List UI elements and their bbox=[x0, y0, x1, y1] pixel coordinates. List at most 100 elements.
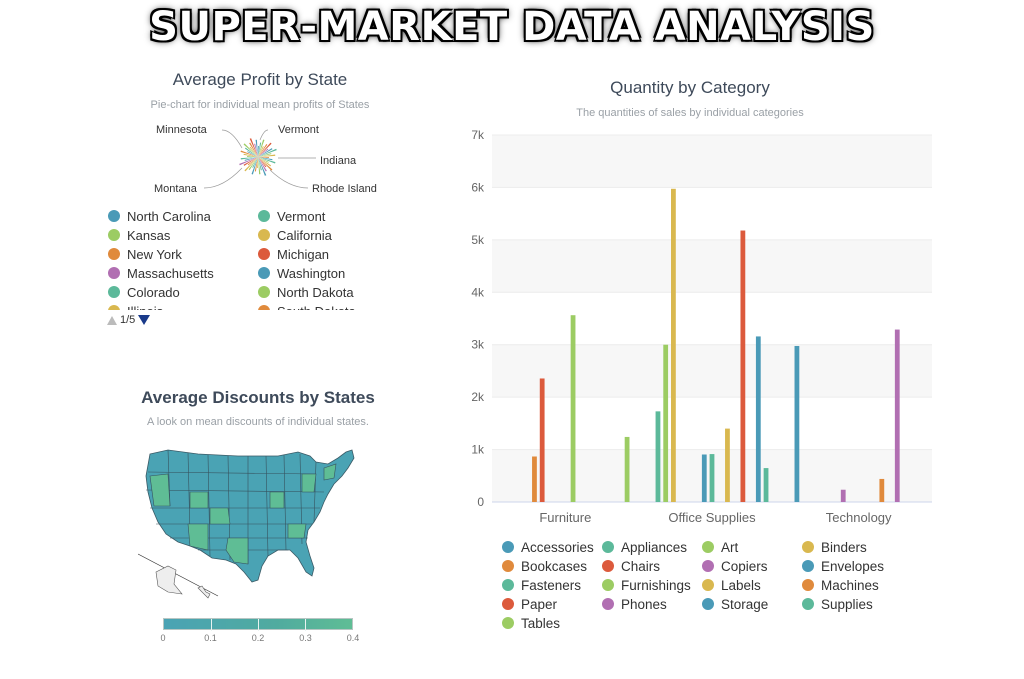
bar-chairs-furniture[interactable] bbox=[539, 378, 545, 502]
pie-slice[interactable] bbox=[258, 153, 272, 157]
bar-legend-item-envelopes[interactable]: Envelopes bbox=[802, 557, 902, 575]
pie-slice[interactable] bbox=[258, 157, 267, 172]
pie-legend-item-massachusetts[interactable]: Massachusetts bbox=[108, 264, 258, 282]
pie-slice[interactable] bbox=[254, 157, 258, 172]
bar-legend-item-art[interactable]: Art bbox=[702, 538, 802, 556]
bar-legend-item-tables[interactable]: Tables bbox=[502, 614, 602, 632]
pie-slice[interactable] bbox=[252, 157, 258, 168]
pie-slice[interactable] bbox=[258, 142, 272, 157]
pie-legend-item-south-dakota[interactable]: South Dakota bbox=[258, 302, 408, 310]
bar-legend-item-storage[interactable]: Storage bbox=[702, 595, 802, 613]
hawaii-shape[interactable] bbox=[197, 585, 211, 599]
pie-legend-item-north-carolina[interactable]: North Carolina bbox=[108, 207, 258, 225]
pie-slice[interactable] bbox=[258, 157, 269, 163]
bar-copiers-technology[interactable] bbox=[840, 489, 846, 502]
pie-slice[interactable] bbox=[247, 151, 258, 157]
bar-legend-item-fasteners[interactable]: Fasteners bbox=[502, 576, 602, 594]
bar-machines-technology[interactable] bbox=[879, 478, 885, 502]
pie-slice[interactable] bbox=[244, 157, 258, 161]
bar-legend-item-furnishings[interactable]: Furnishings bbox=[602, 576, 702, 594]
bar-paper-office-supplies[interactable] bbox=[740, 230, 746, 503]
pie-slice[interactable] bbox=[258, 157, 269, 158]
pie-slice[interactable] bbox=[247, 156, 258, 157]
pie-slice[interactable] bbox=[249, 138, 258, 157]
bar-legend-item-phones[interactable]: Phones bbox=[602, 595, 702, 613]
pie-slice[interactable] bbox=[243, 157, 258, 166]
bar-legend-item-binders[interactable]: Binders bbox=[802, 538, 902, 556]
pie-slice[interactable] bbox=[249, 146, 258, 157]
bar-legend-item-accessories[interactable]: Accessories bbox=[502, 538, 602, 556]
pie-slice[interactable] bbox=[258, 148, 277, 157]
pie-slice[interactable] bbox=[258, 142, 262, 157]
pie-legend-item-colorado[interactable]: Colorado bbox=[108, 283, 258, 301]
pie-slice[interactable] bbox=[248, 157, 258, 171]
pie-slice[interactable] bbox=[240, 150, 258, 157]
pie-slice[interactable] bbox=[255, 139, 258, 157]
bar-legend-item-chairs[interactable]: Chairs bbox=[602, 557, 702, 575]
pie-legend-item-california[interactable]: California bbox=[258, 226, 408, 244]
pie-legend-item-illinois[interactable]: Illinois bbox=[108, 302, 258, 310]
bar-legend-item-bookcases[interactable]: Bookcases bbox=[502, 557, 602, 575]
pie-legend-item-washington[interactable]: Washington bbox=[258, 264, 408, 282]
us-mainland-shape[interactable] bbox=[145, 449, 355, 583]
bar-legend-item-copiers[interactable]: Copiers bbox=[702, 557, 802, 575]
bar-tables-furniture[interactable] bbox=[624, 436, 630, 502]
quantity-bar-chart[interactable]: 0 1k 2k 3k 4k 5k 6k 7k Furniture Office Supplies T… bbox=[440, 72, 940, 532]
bar-legend-item-machines[interactable]: Machines bbox=[802, 576, 902, 594]
bar-phones-technology[interactable] bbox=[894, 329, 900, 502]
bar-appliances-office-supplies[interactable] bbox=[655, 411, 661, 502]
us-states-map[interactable] bbox=[138, 446, 378, 606]
pager-up-icon[interactable] bbox=[107, 315, 117, 325]
bar-furnishings-furniture[interactable] bbox=[570, 315, 576, 502]
pie-slice[interactable] bbox=[244, 147, 258, 157]
bar-fasteners-office-supplies[interactable] bbox=[709, 454, 715, 502]
pie-slice[interactable] bbox=[258, 157, 276, 164]
pie-slice[interactable] bbox=[251, 157, 258, 175]
pie-legend-item-new-york[interactable]: New York bbox=[108, 245, 258, 263]
pie-slice[interactable] bbox=[258, 157, 267, 176]
bar-supplies-office-supplies[interactable] bbox=[763, 468, 769, 502]
bar-legend-item-appliances[interactable]: Appliances bbox=[602, 538, 702, 556]
alaska-shape[interactable] bbox=[155, 565, 183, 595]
profit-pie-chart[interactable]: Minnesota Vermont Indiana Rhode Island Monta… bbox=[100, 118, 420, 208]
bar-envelopes-office-supplies[interactable] bbox=[701, 454, 707, 502]
high-discount-states[interactable] bbox=[149, 463, 337, 565]
pie-slice[interactable] bbox=[243, 143, 258, 157]
pie-slice[interactable] bbox=[239, 157, 258, 166]
pie-slice[interactable] bbox=[258, 146, 264, 157]
pie-slice[interactable] bbox=[249, 142, 258, 157]
pie-slice[interactable] bbox=[258, 157, 273, 171]
pie-slice[interactable] bbox=[254, 143, 258, 157]
pie-legend-item-north-dakota[interactable]: North Dakota bbox=[258, 283, 408, 301]
pie-legend-item-vermont[interactable]: Vermont bbox=[258, 207, 408, 225]
pie-slice[interactable] bbox=[247, 157, 258, 166]
pie-slice[interactable] bbox=[258, 148, 273, 157]
pie-slice[interactable] bbox=[240, 157, 258, 160]
bar-labels-office-supplies[interactable] bbox=[725, 428, 730, 502]
pie-legend-item-kansas[interactable]: Kansas bbox=[108, 226, 258, 244]
pie-slice[interactable] bbox=[258, 143, 268, 157]
bar-legend-item-labels[interactable]: Labels bbox=[702, 576, 802, 594]
pie-slice[interactable] bbox=[258, 139, 265, 157]
bar-art-office-supplies[interactable] bbox=[663, 344, 669, 502]
pie-legend-item-michigan[interactable]: Michigan bbox=[258, 245, 408, 263]
pie-slice[interactable] bbox=[258, 146, 259, 157]
pie-slice[interactable] bbox=[258, 154, 276, 157]
pie-slice[interactable] bbox=[258, 157, 272, 167]
bar-bookcases-furniture[interactable] bbox=[532, 456, 537, 502]
bar-legend-item-supplies[interactable]: Supplies bbox=[802, 595, 902, 613]
bar-legend-item-paper[interactable]: Paper bbox=[502, 595, 602, 613]
pie-slice[interactable] bbox=[243, 153, 258, 157]
pie-slice[interactable] bbox=[258, 157, 262, 171]
pie-slice[interactable] bbox=[258, 157, 273, 161]
bar-binders-office-supplies[interactable] bbox=[671, 188, 676, 502]
pie-slice[interactable] bbox=[258, 157, 261, 175]
pie-slice[interactable] bbox=[258, 157, 267, 168]
pager-down-icon[interactable] bbox=[138, 315, 151, 325]
pie-slice[interactable] bbox=[257, 157, 258, 168]
pie-slice[interactable] bbox=[244, 157, 258, 172]
bar-storage-office-supplies[interactable] bbox=[755, 336, 761, 502]
bar-accessories-technology[interactable] bbox=[794, 345, 800, 502]
pie-slice[interactable] bbox=[258, 148, 269, 157]
y-tick-label: 7k bbox=[471, 128, 485, 142]
